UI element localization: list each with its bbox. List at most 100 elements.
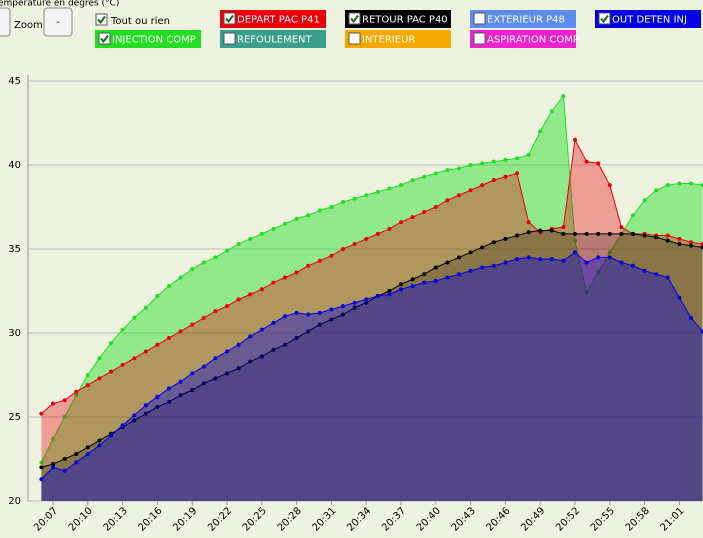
series-line (41, 251, 703, 480)
legend-toggle[interactable] (220, 30, 326, 48)
data-point (248, 334, 253, 339)
data-point (85, 445, 90, 450)
data-point (213, 376, 218, 381)
data-point (143, 349, 148, 354)
data-point (120, 362, 125, 367)
data-point (607, 183, 612, 188)
x-tick-label: 20:46 (484, 505, 512, 533)
data-point (410, 178, 415, 183)
data-point (549, 257, 554, 262)
data-point (387, 289, 392, 293)
data-point (375, 294, 380, 299)
data-point (294, 216, 299, 221)
y-tick-label: 35 (8, 244, 21, 255)
series-area (41, 252, 703, 501)
data-point (457, 255, 461, 260)
legend-checkbox[interactable] (473, 12, 486, 25)
data-point (62, 468, 67, 473)
data-point (515, 233, 519, 238)
data-point (97, 356, 102, 361)
x-tick-label: 20:25 (241, 505, 269, 533)
legend-label: OUT DETEN INJ (612, 15, 687, 26)
data-point (155, 394, 160, 399)
data-point (526, 220, 531, 225)
data-point (364, 300, 369, 305)
legend-toggle[interactable] (470, 30, 576, 48)
data-point (468, 268, 473, 273)
legend-checkbox[interactable] (223, 32, 236, 45)
legend-checkbox[interactable] (348, 12, 361, 25)
legend-toggle[interactable] (95, 30, 201, 48)
data-point (259, 327, 264, 332)
data-point (259, 231, 264, 236)
data-point (97, 438, 102, 443)
data-point (190, 388, 195, 393)
data-point (387, 292, 392, 297)
data-point (480, 161, 485, 166)
data-point (109, 369, 113, 374)
data-point (433, 205, 438, 209)
data-point (526, 152, 531, 157)
legend-label: INTERIEUR (362, 35, 415, 46)
legend-toggle[interactable] (220, 10, 326, 28)
data-point (573, 250, 577, 255)
x-tick-label: 20:34 (345, 505, 373, 533)
data-point (677, 295, 682, 300)
data-point (433, 171, 438, 176)
data-point (341, 199, 345, 204)
data-point (294, 336, 299, 341)
y-tick-label: 25 (8, 412, 21, 423)
data-point (352, 241, 357, 246)
data-point (399, 220, 403, 225)
data-point (259, 287, 264, 292)
data-point (178, 275, 183, 280)
data-point (677, 181, 682, 186)
data-point (271, 347, 276, 352)
legend-checkbox[interactable] (473, 32, 486, 45)
legend-toggle[interactable] (470, 10, 576, 28)
data-point (700, 241, 703, 246)
data-point (85, 451, 90, 456)
legend-toggle[interactable] (595, 10, 701, 28)
data-point (584, 260, 589, 265)
data-point (271, 320, 276, 325)
data-point (468, 250, 473, 255)
data-point (329, 307, 334, 312)
data-point (468, 163, 473, 167)
data-point (51, 462, 55, 467)
data-point (167, 386, 171, 391)
data-point (97, 376, 102, 381)
data-point (271, 226, 276, 231)
data-point (596, 270, 601, 275)
x-tick-label: 20:58 (624, 505, 652, 533)
legend-label: REFOULEMENT (237, 35, 313, 46)
legend-checkbox[interactable] (598, 12, 611, 25)
data-point (445, 275, 450, 280)
data-point (561, 225, 566, 230)
legend-label: ASPIRATION COMP (487, 35, 579, 46)
x-tick-label: 20:55 (589, 505, 617, 533)
x-tick-label: 20:07 (32, 505, 60, 533)
data-point (248, 292, 253, 297)
data-point (700, 245, 703, 250)
zoom-in-button[interactable] (0, 7, 11, 37)
zoom-out-button[interactable] (43, 7, 73, 37)
data-point (665, 275, 670, 280)
legend-checkbox[interactable] (348, 32, 361, 45)
data-point (399, 183, 403, 188)
data-point (201, 381, 206, 386)
data-point (143, 305, 148, 310)
chart-title: Température en degrés (°C) (0, 0, 119, 9)
series-line (41, 230, 703, 468)
x-tick-label: 20:49 (519, 505, 547, 533)
data-point (213, 309, 218, 314)
y-tick-label: 45 (8, 76, 21, 87)
data-point (422, 272, 427, 277)
data-point (74, 393, 79, 398)
data-point (132, 315, 137, 320)
legend-toggle[interactable] (345, 10, 451, 28)
data-point (317, 322, 322, 327)
legend-toggle[interactable] (345, 30, 451, 48)
